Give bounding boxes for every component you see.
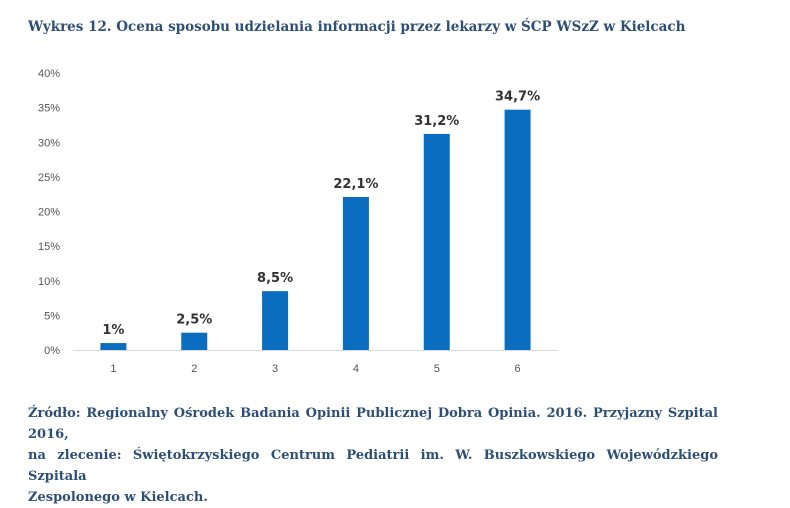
data-label-5: 31,2% [414, 114, 459, 129]
source-note: Źródło: Regionalny Ośrodek Badania Opini… [28, 403, 718, 508]
y-tick-label: 35% [38, 103, 60, 115]
data-label-6: 34,7% [495, 90, 540, 105]
bar-5 [423, 133, 450, 350]
x-tick-label: 5 [434, 363, 440, 375]
y-tick-label: 25% [38, 172, 60, 184]
x-tick-label: 6 [515, 363, 521, 375]
source-line-1: Źródło: Regionalny Ośrodek Badania Opini… [28, 406, 718, 442]
x-tick-label: 4 [353, 363, 359, 375]
chart-title: Wykres 12. Ocena sposobu udzielania info… [28, 19, 686, 35]
x-axis-ticks: 1 2 3 4 5 6 [110, 363, 520, 375]
x-tick-label: 3 [272, 363, 278, 375]
y-tick-label: 5% [44, 310, 60, 322]
bar-1 [100, 343, 127, 350]
y-axis-ticks: 0% 5% 10% 15% 20% 25% 30% 35% 40% [38, 68, 60, 357]
bar-3 [262, 291, 289, 350]
y-tick-label: 30% [38, 137, 60, 149]
y-tick-label: 0% [44, 345, 60, 357]
source-line-3: Zespolonego w Kielcach. [28, 490, 208, 505]
data-label-4: 22,1% [333, 177, 378, 192]
y-tick-label: 10% [38, 276, 60, 288]
source-line-2: na zlecenie: Świętokrzyskiego Centrum Pe… [28, 448, 718, 484]
y-tick-label: 15% [38, 241, 60, 253]
data-labels: 1% 2,5% 8,5% 22,1% 31,2% 34,7% [102, 90, 540, 338]
bar-4 [342, 196, 369, 350]
data-label-2: 2,5% [176, 313, 212, 328]
data-label-1: 1% [102, 323, 124, 338]
y-tick-label: 40% [38, 68, 60, 80]
bar-chart: 0% 5% 10% 15% 20% 25% 30% 35% 40% 1% 2,5% 8,5% 22,1… [38, 68, 558, 375]
x-tick-label: 1 [110, 363, 116, 375]
x-tick-label: 2 [191, 363, 197, 375]
data-label-3: 8,5% [257, 271, 293, 286]
bar-2 [181, 332, 208, 350]
bar-6 [504, 109, 531, 350]
y-tick-label: 20% [38, 207, 60, 219]
bars [100, 109, 531, 350]
